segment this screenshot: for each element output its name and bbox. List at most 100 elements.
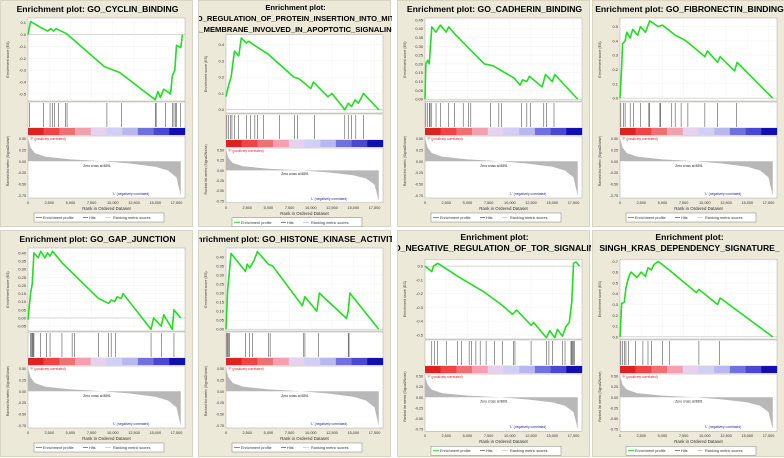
rank-color-bar-segment	[487, 128, 504, 135]
es-tick-label: 0.0	[612, 96, 618, 101]
enrichment-plot-svg: Enrichment plot: GO_CADHERIN_BINDING 0.45…	[403, 4, 583, 223]
x-tick-label: 5,000	[66, 431, 76, 435]
plot-title: Enrichment plot:	[460, 232, 528, 242]
rank-color-bar-segment	[761, 128, 778, 135]
es-tick-label: 0.00	[18, 315, 27, 320]
x-tick-label: 2,500	[242, 431, 252, 435]
enrichment-plot-panel: Enrichment plot: GO_REGULATION_OF_PROTEIN…	[198, 0, 392, 228]
x-tick-label: 2,500	[441, 434, 451, 438]
legend-box	[231, 442, 363, 453]
plot-title: GO_REGULATION_OF_PROTEIN_INSERTION_INTO_…	[199, 14, 392, 23]
x-tick-label: 15,000	[149, 431, 161, 435]
metric-tick-label: 0.00	[19, 160, 26, 164]
x-tick-label: 15,000	[546, 201, 558, 205]
x-tick-label: 7,500	[679, 434, 689, 438]
legend-es-label: Enrichment profile	[241, 221, 272, 225]
legend-es-label: Enrichment profile	[241, 446, 272, 450]
legend-metric-label: Ranking metric scores	[510, 216, 548, 220]
x-tick-label: 15,000	[546, 434, 558, 438]
enrichment-plot-panel: Enrichment plot: GO_NEGATIVE_REGULATION_O…	[397, 230, 591, 457]
metric-tick-label: -0.75	[18, 424, 26, 428]
positive-correlation-label: 'P' (positively correlated)	[622, 137, 658, 141]
metric-axis-label: Ranked list metric (Signal2Noise)	[204, 366, 208, 416]
es-tick-label: 0.3	[218, 58, 224, 63]
rank-color-bar-segment	[667, 366, 683, 373]
enrichment-profile-line	[27, 20, 184, 101]
rank-color-bar-segment	[59, 358, 76, 365]
es-plot-area	[27, 17, 186, 102]
es-tick-label: 0.4	[612, 291, 618, 296]
x-tick-label: 0	[225, 431, 227, 435]
positive-correlation-label: 'P' (positively correlated)	[427, 375, 463, 379]
legend-box	[430, 445, 562, 456]
x-tick-label: 10,000	[699, 434, 711, 438]
metric-tick-label: -0.25	[610, 171, 618, 175]
enrichment-plot-panel: Enrichment plot: GO_CADHERIN_BINDING 0.45…	[397, 0, 590, 227]
legend-box	[625, 445, 757, 456]
es-tick-label: -0.05	[17, 324, 27, 329]
metric-tick-label: 0.00	[19, 390, 26, 394]
es-tick-label: -0.2	[19, 56, 27, 61]
es-tick-label: 0.35	[18, 259, 27, 264]
legend-hits-label: Hits	[287, 221, 294, 225]
enrichment-plot-svg: Enrichment plot:GO_NEGATIVE_REGULATION_O…	[398, 232, 591, 456]
hits-area	[619, 339, 778, 367]
es-tick-label: 0.2	[612, 313, 618, 318]
x-tick-label: 17,500	[568, 434, 580, 438]
rank-color-bar-segment	[566, 128, 583, 135]
positive-correlation-label: 'P' (positively correlated)	[30, 137, 66, 141]
rank-color-bar-segment	[519, 366, 536, 373]
x-tick-label: 12,500	[720, 201, 732, 205]
es-tick-label: 0.0	[612, 334, 618, 339]
x-tick-label: 7,500	[87, 201, 97, 205]
rank-color-bar-segment	[304, 140, 321, 147]
metric-tick-label: 0.50	[19, 367, 26, 371]
metric-axis-label: Ranked list metric (Signal2Noise)	[403, 372, 407, 422]
hits-area	[619, 101, 778, 129]
es-tick-label: 0.25	[415, 53, 424, 58]
es-tick-label: 0.1	[612, 81, 618, 86]
hits-area	[27, 331, 186, 359]
plot-title: Enrichment plot: GO_FIBRONECTIN_BINDING	[595, 4, 784, 14]
metric-tick-label: 0.50	[416, 137, 423, 141]
es-tick-label: 0.1	[20, 20, 26, 25]
rank-color-bar-segment	[75, 358, 91, 365]
zero-cross-label: Zero cross at 8891	[480, 164, 508, 168]
zero-cross-label: Zero cross at 8891	[281, 172, 309, 176]
rank-color-bar-segment	[714, 366, 731, 373]
x-tick-label: 12,500	[326, 206, 338, 210]
x-tick-label: 0	[424, 201, 426, 205]
legend-metric-label: Ranking metric scores	[705, 449, 743, 453]
es-axis-label: Enrichment score (ES)	[204, 56, 208, 92]
x-tick-label: 15,000	[149, 201, 161, 205]
es-plot-area	[27, 247, 186, 332]
metric-tick-label: -0.75	[610, 194, 618, 198]
positive-correlation-label: 'P' (positively correlated)	[228, 367, 264, 371]
legend-es-label: Enrichment profile	[43, 446, 74, 450]
rank-color-bar-segment	[714, 128, 731, 135]
legend-hits-label: Hits	[486, 449, 493, 453]
es-tick-label: -0.4	[416, 319, 424, 324]
metric-tick-label: 0.50	[217, 149, 224, 153]
es-axis-label: Enrichment score (ES)	[598, 41, 602, 77]
rank-color-bar-segment	[472, 366, 488, 373]
legend-metric-label: Ranking metric scores	[311, 446, 349, 450]
legend-metric-label: Ranking metric scores	[113, 216, 151, 220]
x-tick-label: 17,500	[568, 201, 580, 205]
x-tick-label: 12,500	[525, 201, 537, 205]
legend-hits-label: Hits	[681, 216, 688, 220]
metric-plot-area	[619, 373, 778, 432]
plot-title: Enrichment plot: GO_CADHERIN_BINDING	[407, 4, 583, 14]
x-axis-label: Rank in Ordered Dataset	[674, 439, 723, 444]
rank-color-bar-segment	[90, 358, 107, 365]
enrichment-plot-svg: Enrichment plot: GO_GAP_JUNCTION 0.40 0.35…	[6, 234, 186, 453]
es-tick-label: 0.4	[612, 38, 618, 43]
negative-correlation-label: 'L' (negatively correlated)	[311, 197, 348, 201]
x-axis-label: Rank in Ordered Dataset	[82, 206, 131, 211]
x-tick-label: 0	[619, 434, 621, 438]
es-tick-label: -0.1	[19, 44, 27, 49]
es-tick-label: 0.30	[415, 44, 424, 49]
rank-color-bar-segment	[503, 366, 520, 373]
x-tick-label: 17,500	[171, 431, 183, 435]
rank-color-bar-segment	[367, 140, 384, 147]
